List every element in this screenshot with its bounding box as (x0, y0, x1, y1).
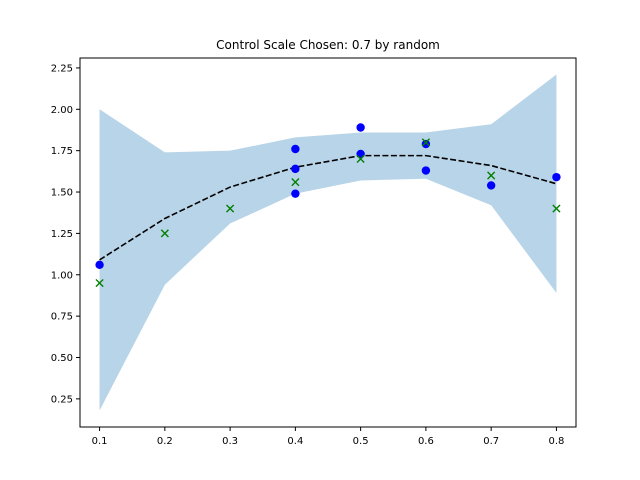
y-tick-label: 0.75 (51, 312, 73, 323)
confidence-band-layer (99, 74, 557, 411)
x-tick-label: 0.2 (157, 436, 173, 447)
observed-point (291, 164, 300, 174)
observed-point (486, 181, 496, 190)
y-tick-label: 1.75 (51, 146, 73, 157)
x-tick-label: 0.7 (483, 436, 499, 447)
y-tick-label: 1.50 (51, 188, 73, 199)
true-point-stroke (421, 138, 430, 147)
observed-point (291, 144, 300, 154)
x-tick-label: 0.8 (548, 436, 564, 447)
y-tick-label: 0.50 (51, 353, 73, 364)
y-tick-label: 2.25 (51, 63, 73, 74)
true-point-marker (421, 138, 430, 147)
true-point-marker (291, 178, 300, 187)
true-point-marker (95, 278, 104, 288)
y-tick-label: 0.25 (51, 394, 73, 405)
observed-point (356, 123, 365, 132)
observed-point (291, 189, 300, 198)
mean-line (99, 154, 557, 261)
true-point-stroke (95, 278, 104, 288)
y-tick-label: 1.25 (51, 229, 73, 240)
true-point-stroke (487, 171, 496, 180)
x-tick-label: 0.5 (353, 436, 369, 447)
mean-line-layer (99, 154, 557, 261)
x-axis: 0.1 0.2 0.3 0.4 0.5 0.6 0.7 0.8 (92, 427, 564, 447)
y-tick-label: 2.00 (51, 105, 73, 116)
true-point-marker (160, 229, 169, 238)
x-tick-label: 0.3 (222, 436, 238, 447)
observed-point (421, 166, 431, 175)
true-point-stroke (226, 204, 235, 213)
x-tick-label: 0.6 (418, 436, 434, 447)
true-point-stroke (291, 178, 300, 187)
plot-frame (79, 57, 577, 428)
confidence-band (99, 74, 557, 411)
chart-title: Control Scale Chosen: 0.7 by random (216, 38, 440, 52)
observed-point (552, 172, 561, 182)
y-axis: 0.25 0.50 0.75 1.00 1.25 1.50 1.75 2.00 2.25 (51, 63, 80, 405)
true-point-stroke (160, 229, 169, 238)
observed-point (95, 260, 104, 270)
true-point-marker (552, 204, 561, 213)
true-point-stroke (552, 204, 561, 213)
true-point-marker (226, 204, 235, 213)
x-tick-label: 0.4 (287, 436, 303, 447)
true-point-marker (356, 154, 365, 164)
true-point-marker (487, 171, 496, 180)
true-point-stroke (356, 154, 365, 164)
points-layer (95, 123, 561, 288)
observed-point (421, 139, 431, 149)
x-tick-label: 0.1 (92, 436, 108, 447)
y-tick-label: 1.00 (51, 270, 73, 281)
